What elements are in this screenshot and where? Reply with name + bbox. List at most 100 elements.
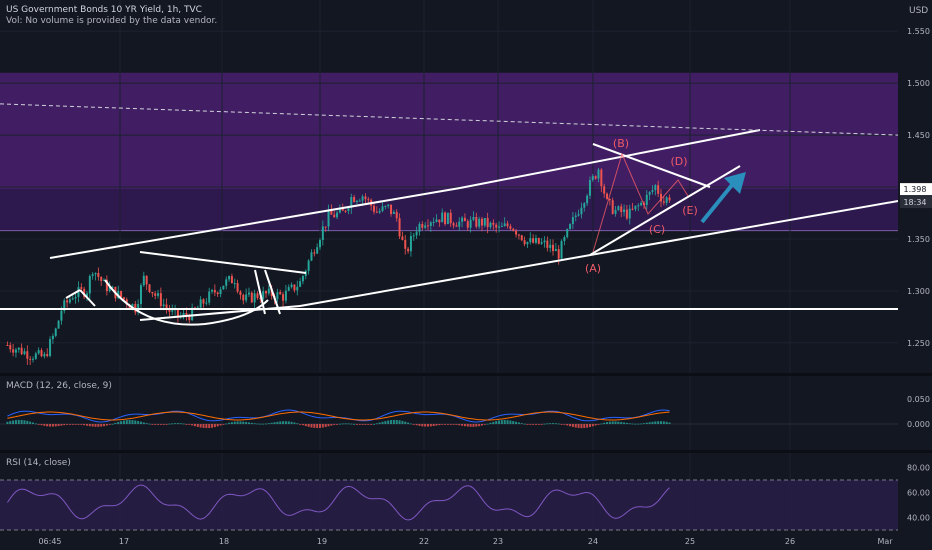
- macd-histogram-bar: [407, 422, 410, 424]
- wave-label-e: (E): [682, 204, 698, 217]
- candle-body: [435, 219, 438, 222]
- symbol-legend[interactable]: US Government Bonds 10 YR Yield, 1h, TVC…: [6, 5, 217, 27]
- triangle-upper-line: [592, 143, 711, 188]
- macd-histogram-bar: [282, 421, 285, 424]
- candle-body: [534, 238, 537, 243]
- candle-body: [338, 208, 341, 213]
- candle-body: [424, 225, 427, 228]
- macd-histogram-bar: [503, 419, 506, 424]
- candle-body: [63, 300, 66, 311]
- macd-histogram-bar: [77, 424, 80, 425]
- macd-histogram-bar: [222, 424, 225, 425]
- candle-body: [387, 204, 390, 207]
- candle-body: [97, 272, 100, 277]
- macd-histogram-bar: [628, 423, 631, 425]
- macd-histogram-bar: [228, 422, 231, 424]
- time-tick-7: 25: [685, 537, 695, 546]
- candle-body: [77, 287, 80, 297]
- candle-body: [188, 316, 191, 321]
- candle-body: [637, 205, 640, 207]
- macd-histogram-bar: [219, 424, 222, 426]
- candle-body: [313, 252, 316, 254]
- macd-legend[interactable]: MACD (12, 26, close, 9): [6, 381, 112, 392]
- resistance-zone: [0, 72, 898, 190]
- candle-body: [569, 224, 572, 229]
- candle-body: [12, 349, 15, 353]
- candle-body: [588, 179, 591, 196]
- candle-body: [498, 226, 501, 228]
- candle-body: [267, 288, 270, 294]
- macd-histogram-bar: [157, 424, 160, 425]
- candle-body: [375, 211, 378, 213]
- macd-histogram-bar: [563, 424, 566, 425]
- macd-histogram-bar: [117, 421, 120, 424]
- macd-histogram-bar: [233, 421, 236, 424]
- candle-body: [438, 219, 441, 223]
- macd-histogram-bar: [17, 419, 20, 424]
- candle-body: [563, 237, 566, 242]
- price-tick-4: 1.350: [907, 235, 930, 244]
- rsi-legend[interactable]: RSI (14, close): [6, 458, 71, 469]
- candle-body: [665, 197, 668, 203]
- macd-histogram-bar: [515, 421, 518, 424]
- macd-histogram-bar: [137, 421, 140, 424]
- candle-body: [282, 294, 285, 301]
- candle-body: [407, 248, 410, 252]
- macd-histogram-bar: [14, 420, 17, 424]
- candle-body: [236, 283, 239, 292]
- candle-body: [449, 212, 452, 224]
- candle-body: [336, 212, 339, 218]
- candle-body: [148, 284, 151, 292]
- wave-label-d: (D): [670, 155, 687, 168]
- macd-histogram-bar: [432, 424, 435, 427]
- macd-histogram-bar: [63, 424, 66, 426]
- candle-body: [6, 344, 9, 346]
- candle-body: [634, 205, 637, 210]
- wave-label-a: (A): [585, 262, 601, 275]
- candle-body: [358, 200, 361, 202]
- macd-histogram-bar: [148, 423, 151, 425]
- macd-histogram-bar: [390, 420, 393, 424]
- candle-body: [608, 199, 611, 201]
- candle-body: [29, 358, 32, 360]
- macd-histogram-bar: [444, 424, 447, 425]
- triangle-lower-line: [589, 165, 741, 256]
- candle-body: [500, 226, 503, 228]
- candle-body: [32, 358, 34, 360]
- candle-body: [614, 209, 617, 214]
- macd-histogram-bar: [395, 419, 398, 424]
- candle-body: [631, 208, 634, 210]
- candle-body: [279, 292, 282, 295]
- candle-body: [242, 294, 245, 301]
- macd-histogram-bar: [46, 424, 49, 427]
- candle-body: [205, 302, 208, 304]
- candle-body: [469, 219, 472, 228]
- candle-body: [250, 292, 253, 303]
- candle-body: [392, 211, 395, 214]
- macd-histogram-bar: [520, 423, 523, 424]
- macd-histogram-bar: [597, 424, 600, 425]
- candle-body: [594, 176, 597, 179]
- price-tick-5: 1.300: [907, 287, 930, 296]
- candle-body: [355, 200, 358, 203]
- candle-body: [276, 292, 279, 300]
- channel-upper-left: [49, 187, 461, 259]
- candle-body: [105, 279, 108, 292]
- macd-histogram-bar: [193, 424, 196, 427]
- candle-body: [483, 217, 486, 226]
- candle-body: [654, 185, 657, 191]
- candle-body: [571, 217, 574, 225]
- candle-body: [228, 276, 231, 280]
- macd-histogram-bar: [441, 424, 444, 425]
- candle-body: [353, 197, 356, 203]
- macd-histogram-bar: [452, 424, 455, 425]
- macd-histogram-bar: [154, 424, 157, 425]
- candle-body: [492, 222, 495, 225]
- candle-body: [34, 353, 37, 359]
- macd-histogram-bar: [634, 423, 637, 425]
- macd-histogram-bar: [591, 424, 594, 427]
- candle-body: [395, 211, 398, 219]
- candle-body: [54, 328, 57, 336]
- macd-histogram-bar: [213, 424, 216, 428]
